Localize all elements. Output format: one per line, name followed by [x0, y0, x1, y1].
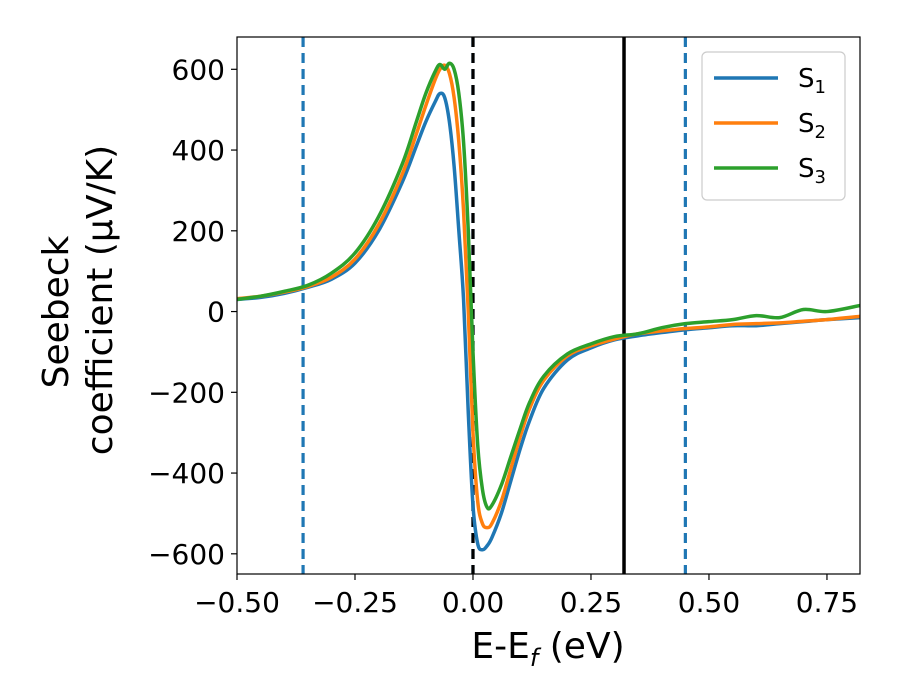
y-tick-label: −400: [148, 457, 225, 490]
y-axis-label-line2: coefficient (μV/K): [80, 145, 121, 455]
legend-box: [701, 51, 846, 201]
y-axis-label-line1: Seebeck: [36, 235, 77, 388]
y-tick-label: 600: [172, 53, 225, 86]
x-tick-label: 0.50: [678, 586, 740, 619]
y-tick-label: −200: [148, 376, 225, 409]
x-axis-label: E-Ef (eV): [471, 626, 624, 672]
plot-frame: [236, 36, 861, 575]
y-axis-ticks: −600 −400 −200 0 200 400 600: [148, 53, 237, 571]
legend-label-s3: S3: [798, 154, 826, 188]
legend-label-s2: S2: [798, 109, 826, 143]
series-lines: [237, 61, 860, 552]
y-tick-label: −600: [148, 538, 225, 571]
series-line-s2: [237, 63, 860, 530]
y-tick-label: 400: [172, 134, 225, 167]
x-tick-label: −0.50: [194, 586, 280, 619]
legend: S1 S2 S3: [701, 51, 846, 201]
x-tick-label: 0.00: [442, 586, 504, 619]
y-tick-label: 200: [172, 215, 225, 248]
vertical-lines: [301, 37, 687, 574]
legend-label-s1: S1: [798, 64, 826, 98]
x-tick-label: 0.75: [796, 586, 858, 619]
x-tick-label: −0.25: [312, 586, 398, 619]
series-line-s3: [237, 61, 860, 511]
x-tick-label: 0.25: [560, 586, 622, 619]
y-tick-label: 0: [207, 296, 225, 329]
x-axis-ticks: −0.50 −0.25 0.00 0.25 0.50 0.75: [194, 574, 858, 619]
